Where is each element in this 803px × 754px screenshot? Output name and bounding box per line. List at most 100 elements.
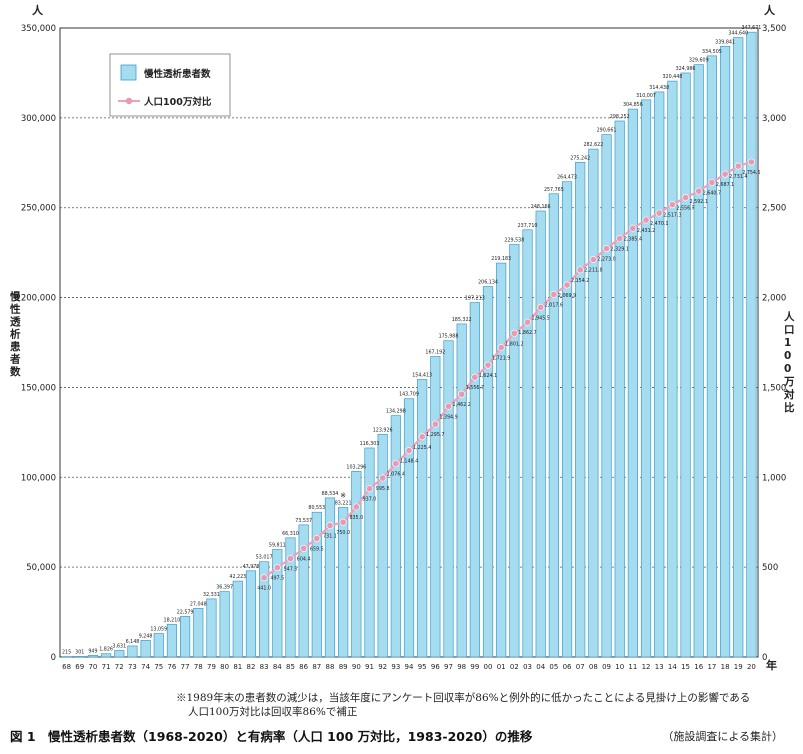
x-tick-label: 07 bbox=[576, 663, 585, 671]
bar-value-label: 22,579 bbox=[177, 609, 194, 615]
right-tick-label: 1,500 bbox=[762, 383, 786, 393]
bar-value-label: 320,448 bbox=[662, 74, 682, 80]
bar-value-label: 275,242 bbox=[570, 155, 590, 161]
x-tick-label: 74 bbox=[141, 663, 150, 671]
line-point bbox=[392, 460, 400, 468]
x-tick-label: 15 bbox=[681, 663, 690, 671]
line-value-label: 1,394.9 bbox=[439, 414, 457, 420]
line-value-label: 659.5 bbox=[310, 546, 324, 552]
x-tick-label: 70 bbox=[88, 663, 97, 671]
bar-value-label: 339,841 bbox=[715, 39, 735, 45]
bar-value-label: 47,978 bbox=[243, 564, 260, 570]
figure-caption: 図 1 慢性透析患者数（1968-2020）と有病率（人口 100 万対比，19… bbox=[10, 729, 533, 744]
x-tick-label: 78 bbox=[194, 663, 203, 671]
x-tick-label: 11 bbox=[628, 663, 637, 671]
bar-value-label: 304,856 bbox=[623, 102, 643, 108]
x-tick-label: 72 bbox=[115, 663, 124, 671]
line-value-label: 1,462.2 bbox=[453, 402, 471, 408]
line-point bbox=[352, 503, 360, 511]
bar bbox=[245, 570, 257, 658]
line-point bbox=[418, 433, 426, 441]
line-value-label: 604.4 bbox=[297, 556, 311, 562]
bar-value-label: 36,397 bbox=[216, 585, 233, 591]
line-value-label: 1,225.4 bbox=[413, 445, 431, 451]
left-tick-label: 50,000 bbox=[26, 563, 56, 573]
bar bbox=[417, 379, 428, 658]
line-value-label: 497.5 bbox=[270, 576, 284, 582]
line-point bbox=[273, 564, 281, 572]
line-value-label: 835.0 bbox=[349, 515, 363, 521]
left-tick-label: 150,000 bbox=[21, 383, 56, 393]
left-axis-unit: 人 bbox=[32, 3, 44, 17]
left-tick-label: 0 bbox=[51, 653, 56, 663]
legend-bar-label: 慢性透析患者数 bbox=[144, 68, 211, 80]
x-tick-label: 73 bbox=[128, 663, 137, 671]
line-point bbox=[405, 447, 413, 455]
bar-value-label: 53,017 bbox=[256, 555, 273, 561]
line-value-label: 1,624.1 bbox=[479, 373, 497, 379]
bar bbox=[588, 148, 599, 658]
line-point bbox=[721, 170, 729, 178]
bar-value-label: 215 bbox=[62, 650, 71, 656]
line-point bbox=[484, 361, 492, 369]
x-axis-unit: 年 bbox=[766, 658, 777, 672]
line-value-label: 995.8 bbox=[376, 486, 390, 492]
bar-value-label: 13,059 bbox=[150, 627, 167, 633]
line-point bbox=[629, 224, 637, 232]
bar bbox=[285, 537, 296, 658]
bar-value-label: 310,007 bbox=[636, 93, 656, 99]
bar-value-label: 314,438 bbox=[649, 85, 669, 91]
x-tick-label: 83 bbox=[260, 663, 269, 671]
x-tick-label: 20 bbox=[747, 663, 756, 671]
bar-value-label: 32,331 bbox=[203, 592, 220, 598]
line-point bbox=[576, 266, 584, 274]
bar bbox=[456, 323, 467, 658]
line-value-label: 547.5 bbox=[284, 567, 298, 573]
line-point bbox=[550, 290, 558, 298]
line-value-label: 937.0 bbox=[363, 497, 377, 503]
bar bbox=[140, 640, 151, 658]
bar-value-label: 83,221 bbox=[335, 500, 352, 506]
x-tick-label: 88 bbox=[326, 663, 335, 671]
bar-value-label: 116,303 bbox=[360, 441, 380, 447]
x-tick-label: 12 bbox=[642, 663, 651, 671]
line-point bbox=[524, 318, 532, 326]
right-axis-title-char: 口 bbox=[784, 324, 795, 336]
line-point bbox=[589, 256, 597, 264]
line-value-label: 1,862.7 bbox=[518, 330, 536, 336]
bar-value-label: 264,473 bbox=[557, 175, 577, 181]
line-point bbox=[431, 420, 439, 428]
line-point bbox=[642, 216, 650, 224]
bar-value-label: 206,134 bbox=[478, 280, 498, 286]
line-value-label: 750.0 bbox=[336, 530, 350, 536]
bar bbox=[351, 471, 362, 658]
bar-value-label: 88,534 bbox=[322, 491, 339, 497]
bar bbox=[746, 31, 757, 658]
right-tick-label: 0 bbox=[762, 653, 767, 663]
bar-value-label: 329,609 bbox=[689, 58, 709, 64]
line-value-label: 2,754.5 bbox=[742, 170, 760, 176]
footnote-line-2: 人口100万対比は回収率86%で補正 bbox=[188, 706, 358, 718]
x-tick-label: 17 bbox=[707, 663, 716, 671]
line-value-label: 2,385.4 bbox=[624, 236, 642, 242]
x-tick-label: 98 bbox=[457, 663, 466, 671]
left-tick-label: 350,000 bbox=[21, 24, 56, 34]
x-tick-label: 77 bbox=[181, 663, 190, 671]
bar-value-label: 6,148 bbox=[126, 639, 140, 645]
bar bbox=[153, 633, 164, 658]
x-tick-label: 84 bbox=[273, 663, 282, 671]
bar-value-label: 301 bbox=[75, 649, 84, 655]
line-value-label: 1,295.7 bbox=[426, 432, 444, 438]
line-value-label: 2,517.3 bbox=[663, 213, 681, 219]
left-axis-title-char: 慢 bbox=[10, 290, 21, 303]
bar bbox=[430, 356, 441, 658]
line-value-label: 2,273.0 bbox=[597, 257, 615, 263]
x-tick-label: 97 bbox=[444, 663, 453, 671]
x-tick-label: 05 bbox=[549, 663, 558, 671]
bar-value-label: 237,710 bbox=[518, 223, 538, 229]
bar-value-label: 324,986 bbox=[676, 66, 696, 72]
bar-value-label: 59,811 bbox=[269, 543, 286, 549]
line-value-label: 1,076.4 bbox=[387, 472, 405, 478]
line-point bbox=[339, 518, 347, 526]
